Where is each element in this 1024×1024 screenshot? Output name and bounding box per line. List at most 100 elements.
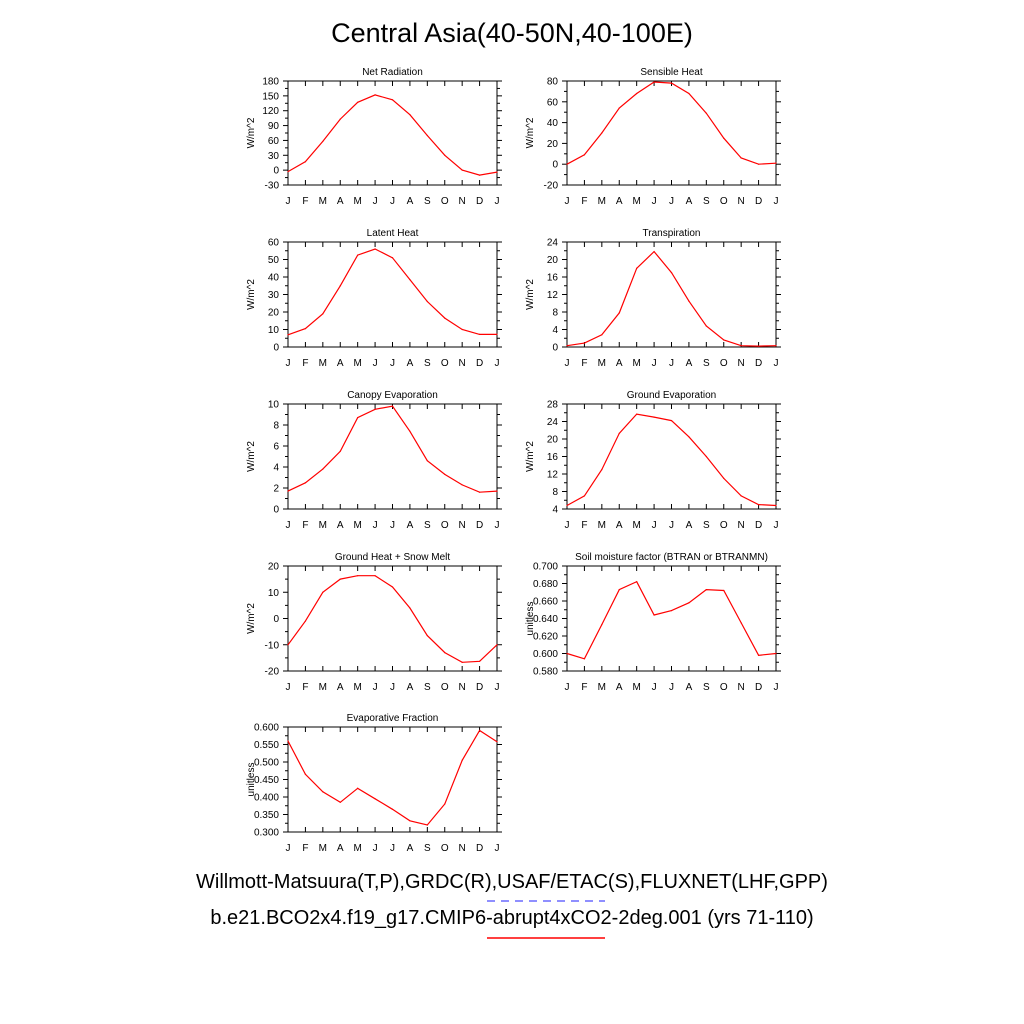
data-point [339, 578, 341, 580]
page-title: Central Asia(40-50N,40-100E) [331, 18, 693, 48]
y-tick-label: 120 [262, 106, 279, 117]
data-point [688, 436, 690, 438]
x-tick-label: N [459, 520, 466, 531]
data-point [304, 161, 307, 163]
model-series-line [287, 248, 497, 336]
x-tick-label: J [286, 682, 291, 693]
x-tick-label: J [774, 358, 779, 369]
data-point [426, 634, 428, 637]
data-point [357, 417, 359, 419]
y-tick-label: 8 [552, 308, 558, 319]
x-tick-label: S [424, 196, 431, 207]
x-tick-label: M [632, 682, 640, 693]
x-tick-label: M [319, 520, 327, 531]
x-tick-label: J [373, 682, 378, 693]
x-tick-label: J [373, 520, 378, 531]
y-tick-label: 20 [268, 308, 280, 319]
x-tick-label: S [703, 520, 710, 531]
y-tick-label: 4 [273, 463, 279, 474]
data-point [775, 504, 777, 507]
x-tick-label: D [476, 196, 483, 207]
y-tick-label: 50 [268, 255, 280, 266]
x-tick-label: A [337, 843, 344, 854]
data-point [566, 504, 568, 507]
data-point [444, 154, 446, 156]
x-tick-label: A [686, 682, 693, 693]
panel-title: Soil moisture factor (BTRAN or BTRANMN) [575, 552, 768, 563]
data-point [357, 787, 359, 789]
data-point [705, 112, 707, 114]
plot-frame [287, 726, 498, 833]
data-point [723, 589, 725, 592]
data-point [757, 345, 760, 347]
data-point [322, 140, 324, 143]
data-point [444, 473, 446, 475]
data-point [426, 300, 428, 303]
y-tick-label: 0.300 [254, 828, 279, 839]
x-tick-label: S [703, 358, 710, 369]
data-point [688, 92, 690, 95]
model-series-line [566, 250, 777, 347]
x-tick-label: S [424, 843, 431, 854]
y-tick-label: 0.700 [533, 562, 558, 573]
y-tick-label: 8 [273, 421, 279, 432]
y-tick-label: 10 [268, 325, 280, 336]
x-tick-label: S [703, 196, 710, 207]
data-point [391, 99, 394, 101]
data-point [374, 798, 376, 800]
data-point [583, 658, 586, 660]
model-series-line [566, 413, 777, 507]
x-tick-label: A [616, 682, 623, 693]
x-tick-label: D [755, 520, 762, 531]
x-tick-label: N [459, 682, 466, 693]
data-point [409, 820, 411, 822]
data-point [670, 610, 673, 612]
x-tick-label: O [441, 843, 449, 854]
y-tick-label: 0.400 [254, 793, 279, 804]
y-tick-label: 0 [273, 614, 279, 625]
plot-frame [566, 241, 777, 348]
data-point [444, 317, 446, 319]
x-tick-label: D [755, 358, 762, 369]
x-tick-label: J [495, 358, 500, 369]
x-tick-label: O [441, 520, 449, 531]
x-tick-label: J [652, 520, 657, 531]
y-tick-label: 0.350 [254, 810, 279, 821]
y-axis-label: W/m^2 [246, 279, 257, 310]
x-tick-label: A [407, 358, 414, 369]
data-point [391, 405, 394, 407]
data-point [775, 162, 777, 164]
data-point [775, 345, 777, 347]
legend-case-label: b.e21.BCO2x4.f19_g17.CMIP6-abrupt4xCO2-2… [210, 907, 814, 929]
y-axis-label: W/m^2 [525, 441, 536, 472]
y-tick-label: 60 [268, 238, 280, 249]
x-tick-label: A [337, 682, 344, 693]
y-tick-label: 0.620 [533, 632, 558, 643]
data-point [740, 622, 742, 624]
x-tick-label: D [476, 520, 483, 531]
data-point [636, 413, 638, 415]
x-tick-label: M [632, 196, 640, 207]
x-tick-label: J [495, 843, 500, 854]
x-tick-label: J [669, 682, 674, 693]
data-point [601, 469, 603, 471]
data-point [618, 589, 620, 591]
data-point [357, 101, 359, 103]
y-axis-label: unitless [246, 763, 257, 797]
y-tick-label: -30 [265, 181, 280, 192]
x-tick-label: J [495, 682, 500, 693]
y-tick-label: 0.660 [533, 597, 558, 608]
x-tick-label: M [353, 843, 361, 854]
data-point [339, 801, 341, 803]
y-tick-label: 60 [547, 97, 559, 108]
chart-panel: J F M A M J J A S O N D J04812162024TranspirationW/m… [525, 228, 781, 369]
data-point [322, 591, 324, 593]
y-tick-label: 6 [273, 442, 279, 453]
y-tick-label: 24 [547, 417, 559, 428]
x-tick-label: D [755, 196, 762, 207]
y-tick-label: 4 [552, 505, 558, 516]
x-tick-label: J [373, 196, 378, 207]
y-tick-label: 12 [547, 470, 559, 481]
panel-title: Sensible Heat [640, 67, 702, 78]
